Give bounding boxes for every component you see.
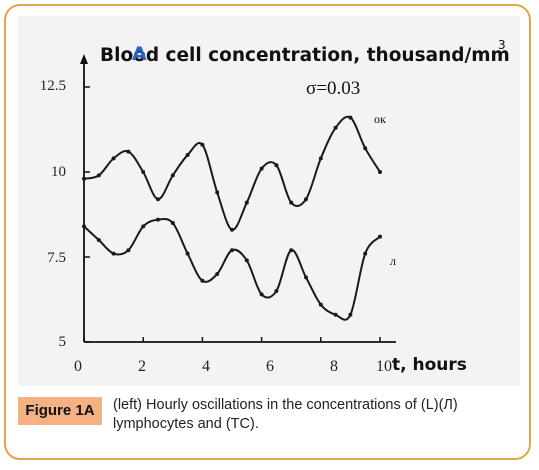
data-point: [82, 176, 86, 181]
data-point: [304, 275, 308, 280]
series-label-l: л: [390, 254, 396, 268]
data-point: [333, 125, 338, 130]
series-line-l: [83, 217, 381, 321]
data-point: [289, 248, 294, 253]
sigma-annotation: σ=0.03: [306, 78, 361, 99]
data-point: [82, 224, 86, 229]
x-tick-label: 4: [202, 358, 210, 375]
y-tick-label: 12.5: [39, 78, 66, 94]
series-layer: [82, 115, 382, 321]
data-point: [259, 166, 264, 171]
data-point: [141, 224, 146, 229]
data-point: [333, 312, 338, 317]
data-point: [141, 170, 146, 174]
y-axis-arrow: [80, 54, 88, 64]
x-axis-label: t, hours: [392, 355, 467, 375]
data-point: [200, 278, 205, 283]
series-label-ok: ок: [374, 112, 386, 126]
data-point: [363, 146, 368, 151]
data-point: [156, 197, 160, 202]
line-chart: [80, 54, 396, 343]
title-superscript: 3: [498, 38, 506, 52]
data-point: [111, 251, 116, 256]
data-point: [111, 156, 116, 161]
x-tick-label: 2: [138, 358, 146, 375]
data-point: [289, 200, 294, 205]
data-point: [170, 221, 175, 225]
data-point: [200, 142, 205, 147]
data-point: [96, 238, 101, 242]
figure-caption: (left) Hourly oscillations in the concen…: [113, 397, 458, 432]
blue-letter-mark: A: [132, 43, 147, 65]
data-point: [170, 173, 175, 178]
x-tick-label: 10: [376, 358, 392, 375]
data-point: [274, 163, 279, 168]
chart-title: Blood cell concentration, thousand/mm: [100, 45, 510, 66]
series-line-ok: [83, 115, 381, 231]
plot-area: [18, 16, 520, 386]
data-point: [378, 170, 382, 174]
data-point: [126, 149, 131, 154]
data-point: [259, 292, 264, 297]
data-point: [304, 197, 308, 202]
figure-label: Figure 1A: [18, 397, 102, 425]
data-point: [185, 153, 190, 157]
data-point: [230, 227, 234, 232]
y-tick-label: 5: [58, 334, 67, 350]
data-point: [244, 200, 249, 205]
data-point: [156, 217, 160, 222]
data-point: [348, 115, 353, 120]
data-point: [215, 272, 220, 276]
data-point: [215, 190, 220, 195]
y-tick-label: 7.5: [47, 250, 66, 266]
x-tick-label: 6: [266, 358, 274, 375]
data-point: [348, 312, 353, 317]
y-tick-label: 10: [51, 164, 66, 180]
chart-axes: [80, 54, 396, 343]
data-point: [318, 302, 323, 307]
x-tick-label: 0: [74, 358, 82, 375]
data-point: [274, 289, 279, 293]
data-point: [318, 156, 323, 161]
data-point: [378, 234, 382, 239]
data-point: [363, 251, 368, 256]
data-point: [244, 258, 249, 263]
x-tick-label: 8: [330, 358, 338, 375]
data-point: [185, 251, 190, 256]
data-point: [96, 173, 101, 178]
data-point: [126, 248, 131, 253]
data-point: [230, 248, 234, 253]
